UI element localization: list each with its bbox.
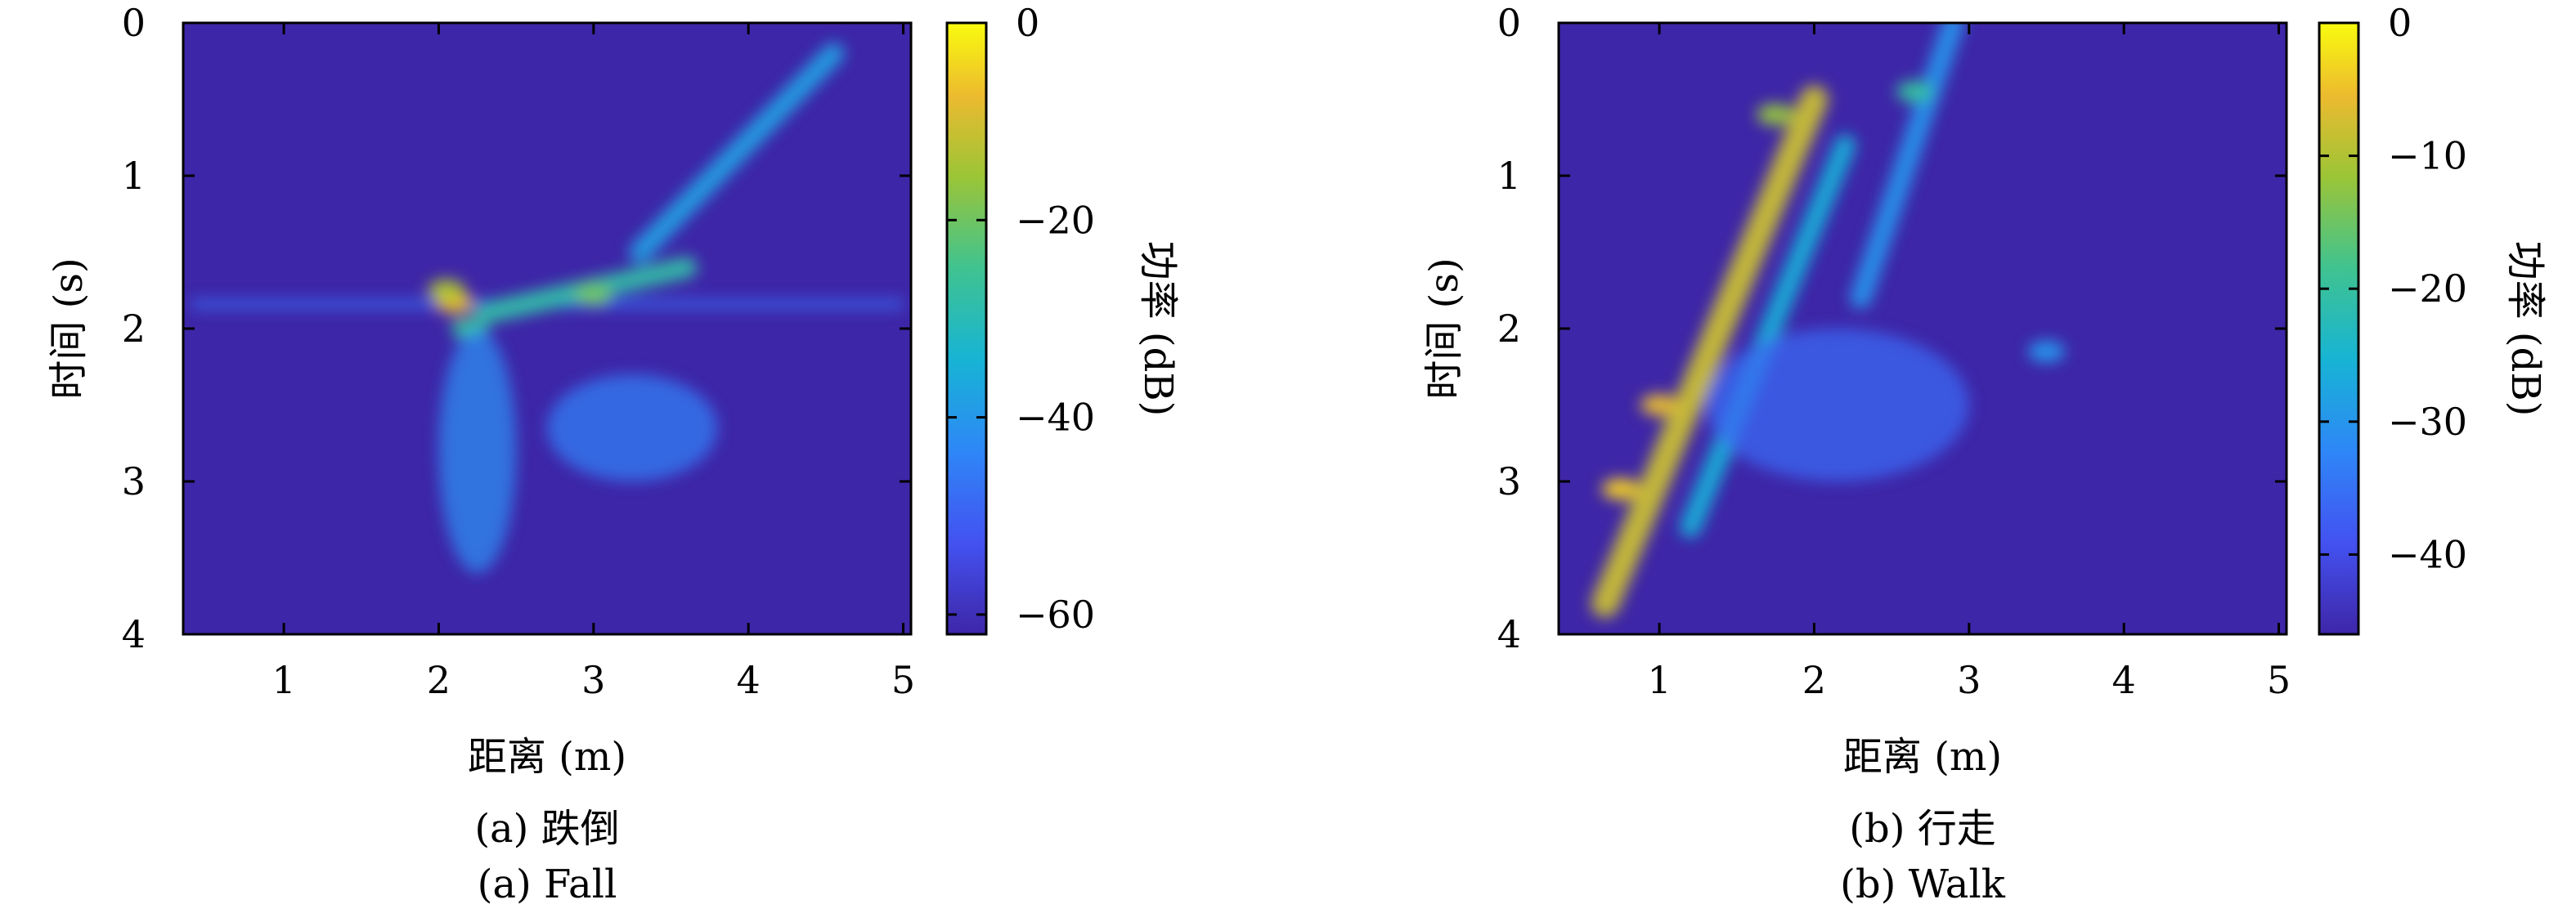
fall-y-tick-label: 0	[122, 1, 146, 45]
fall-energy-band	[629, 43, 845, 263]
walk-x-tick-label: 5	[2267, 658, 2291, 702]
fall-colorbar-label: 功率 (dB)	[1135, 241, 1181, 417]
walk-x-tick-label: 3	[1957, 658, 1981, 702]
fall-caption-en: (a) Fall	[478, 862, 617, 907]
walk-energy-band	[1679, 134, 1856, 539]
fall-x-tick-label: 2	[427, 658, 451, 702]
fall-y-tick-label: 4	[122, 612, 146, 656]
fall-y-tick-label: 3	[122, 459, 146, 503]
fall-y-axis-title: 时间 (s)	[46, 257, 92, 399]
walk-y-axis-title: 时间 (s)	[1421, 257, 1467, 399]
walk-energy-band	[1591, 85, 1829, 618]
walk-caption-zh: (b) 行走	[1849, 806, 1995, 852]
walk-heatmap	[1557, 21, 2288, 636]
fall-scatter-region	[547, 374, 718, 481]
fall-x-tick-label: 3	[581, 658, 605, 702]
fall-y-ticks: 0 1 2 3 4	[122, 1, 911, 656]
walk-colorbar-tick-label: 0	[2388, 1, 2412, 45]
fall-heatmap	[182, 21, 913, 636]
walk-scatter-region	[1705, 329, 1969, 481]
walk-x-tick-label: 2	[1802, 658, 1826, 702]
fall-x-tick-label: 1	[272, 658, 295, 702]
walk-y-tick-label: 3	[1497, 459, 1521, 503]
fall-colorbar: 0 −20 −40 −60 功率 (dB)	[945, 1, 1181, 637]
walk-hotspot	[2027, 340, 2066, 363]
fall-colorbar-ticks: 0 −20 −40 −60	[947, 1, 1095, 637]
walk-hotspot	[1896, 81, 1934, 103]
walk-colorbar-tick-label: −20	[2388, 266, 2467, 311]
walk-colorbar-label: 功率 (dB)	[2502, 241, 2548, 417]
walk-energy-band	[1850, 23, 1964, 309]
fall-x-tick-label: 5	[891, 658, 915, 702]
fall-x-tick-label: 4	[737, 658, 761, 702]
fall-colorbar-gradient	[945, 21, 988, 636]
fall-colorbar-tick-label: −40	[1016, 396, 1095, 440]
walk-caption-en: (b) Walk	[1840, 862, 2006, 907]
walk-y-tick-label: 4	[1497, 612, 1521, 656]
fall-heatmap-background	[183, 23, 911, 634]
fall-scatter-region	[438, 328, 517, 574]
walk-x-tick-label: 1	[1647, 658, 1671, 702]
fall-x-axis-title: 距离 (m)	[468, 734, 626, 780]
fall-hotspot	[428, 280, 465, 302]
fall-caption-zh: (a) 跌倒	[474, 806, 619, 852]
walk-y-tick-label: 0	[1497, 1, 1521, 45]
walk-y-tick-label: 1	[1497, 154, 1521, 198]
walk-colorbar-tick-label: −40	[2388, 532, 2467, 576]
walk-colorbar: 0 −10 −20 −30 −40 功率 (dB)	[2318, 1, 2548, 636]
fall-y-tick-label: 2	[122, 307, 146, 351]
fall-colorbar-tick-label: −20	[1016, 198, 1095, 242]
walk-y-tick-label: 2	[1497, 307, 1521, 351]
walk-colorbar-tick-label: −10	[2388, 134, 2467, 178]
walk-colorbar-gradient	[2318, 21, 2360, 636]
fall-y-tick-label: 1	[122, 154, 146, 198]
fall-x-ticks: 1 2 3 4 5	[272, 23, 915, 702]
walk-hotspot	[1602, 478, 1640, 500]
fall-colorbar-tick-label: 0	[1016, 1, 1039, 45]
walk-y-ticks: 0 1 2 3 4	[1497, 1, 2287, 656]
fall-colorbar-tick-label: −60	[1016, 593, 1095, 637]
walk-panel: 1 2 3 4 5 0 1 2 3 4 距离 (m) 时间 (s) 0 −10 −20 −30 −40 …	[1421, 1, 2548, 907]
walk-colorbar-ticks: 0 −10 −20 −30 −40	[2319, 1, 2467, 576]
walk-x-tick-label: 4	[2112, 658, 2136, 702]
walk-hotspot	[1640, 394, 1678, 416]
fall-hotspot	[575, 284, 613, 306]
walk-x-axis-title: 距离 (m)	[1843, 734, 2002, 780]
fall-panel: 1 2 3 4 5 0 1 2 3 4 距离 (m) 时间 (s) 0 −20 −40 −60 功率 …	[46, 1, 1181, 907]
walk-colorbar-tick-label: −30	[2388, 400, 2467, 444]
walk-hotspot	[1757, 104, 1794, 126]
walk-x-ticks: 1 2 3 4 5	[1647, 23, 2291, 702]
